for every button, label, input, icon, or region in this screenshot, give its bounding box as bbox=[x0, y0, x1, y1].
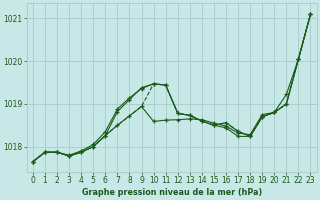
X-axis label: Graphe pression niveau de la mer (hPa): Graphe pression niveau de la mer (hPa) bbox=[82, 188, 262, 197]
